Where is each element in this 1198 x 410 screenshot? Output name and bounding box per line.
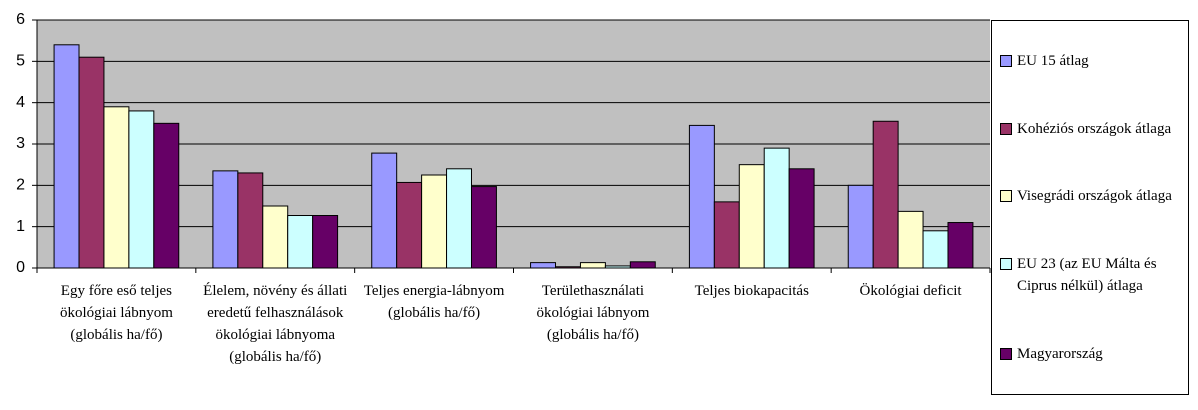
x-tick-label: Élelem, növény és állati eredetű felhasz… <box>203 283 348 365</box>
x-tick-label: Egy főre eső teljes ökológiai lábnyom (g… <box>59 283 173 343</box>
y-tick-label: 0 <box>16 259 25 276</box>
legend-label: Magyarország <box>1017 346 1103 363</box>
bar <box>579 262 606 269</box>
y-tick-label: 6 <box>16 11 25 28</box>
bar <box>629 261 656 269</box>
x-tick-label: Területhasználati ökológiai lábnyom (glo… <box>536 283 650 343</box>
x-tick-label: Teljes biokapacitás <box>694 283 809 299</box>
bar <box>947 222 974 269</box>
x-tick-label: Teljes energia-lábnyom (globális ha/fő) <box>363 283 505 321</box>
bar <box>312 215 339 269</box>
legend-item: Magyarország <box>1000 343 1184 365</box>
bar <box>713 201 740 269</box>
legend-item: Visegrádi országok átlaga <box>1000 185 1184 207</box>
bar <box>897 210 924 269</box>
legend-swatch <box>1000 348 1012 361</box>
y-tick-label: 5 <box>16 53 25 70</box>
y-tick-label: 4 <box>16 94 25 111</box>
legend-label: Visegrádi országok átlaga <box>1017 188 1172 205</box>
bar <box>212 170 239 269</box>
bar <box>872 120 899 269</box>
bar <box>103 106 130 269</box>
legend-label: EU 23 (az EU Málta és Ciprus nélkül) átl… <box>1017 256 1157 295</box>
x-tick-label: Ökológiai deficit <box>859 283 962 299</box>
legend-swatch <box>1000 54 1012 67</box>
bar <box>53 44 80 269</box>
bar <box>530 262 557 269</box>
bar <box>421 174 448 269</box>
bar <box>688 124 715 269</box>
y-tick-label: 1 <box>16 218 25 235</box>
legend-swatch <box>1000 122 1012 135</box>
bar <box>153 122 180 269</box>
bar <box>763 147 790 269</box>
bar <box>847 184 874 269</box>
bar <box>262 205 289 269</box>
legend-label: Kohéziós országok átlaga <box>1017 120 1172 137</box>
bar <box>470 186 497 269</box>
legend-item: EU 23 (az EU Málta és Ciprus nélkül) átl… <box>1000 253 1184 297</box>
bar <box>371 152 398 269</box>
legend-item: EU 15 átlag <box>1000 50 1184 72</box>
bar <box>237 172 264 269</box>
bar <box>396 181 423 269</box>
y-tick-label: 3 <box>16 135 25 152</box>
legend: EU 15 átlag Kohéziós országok átlaga Viseg… <box>991 20 1189 395</box>
bar <box>738 164 765 269</box>
bar <box>78 56 105 269</box>
legend-label: EU 15 átlag <box>1017 52 1089 69</box>
bar <box>128 110 155 269</box>
legend-swatch <box>1000 190 1012 203</box>
bar <box>287 215 314 269</box>
legend-item: Kohéziós országok átlaga <box>1000 118 1184 140</box>
bar <box>446 168 472 269</box>
bar <box>788 168 815 269</box>
legend-swatch <box>1000 258 1012 271</box>
y-tick-label: 2 <box>16 177 25 194</box>
bar <box>922 230 949 269</box>
